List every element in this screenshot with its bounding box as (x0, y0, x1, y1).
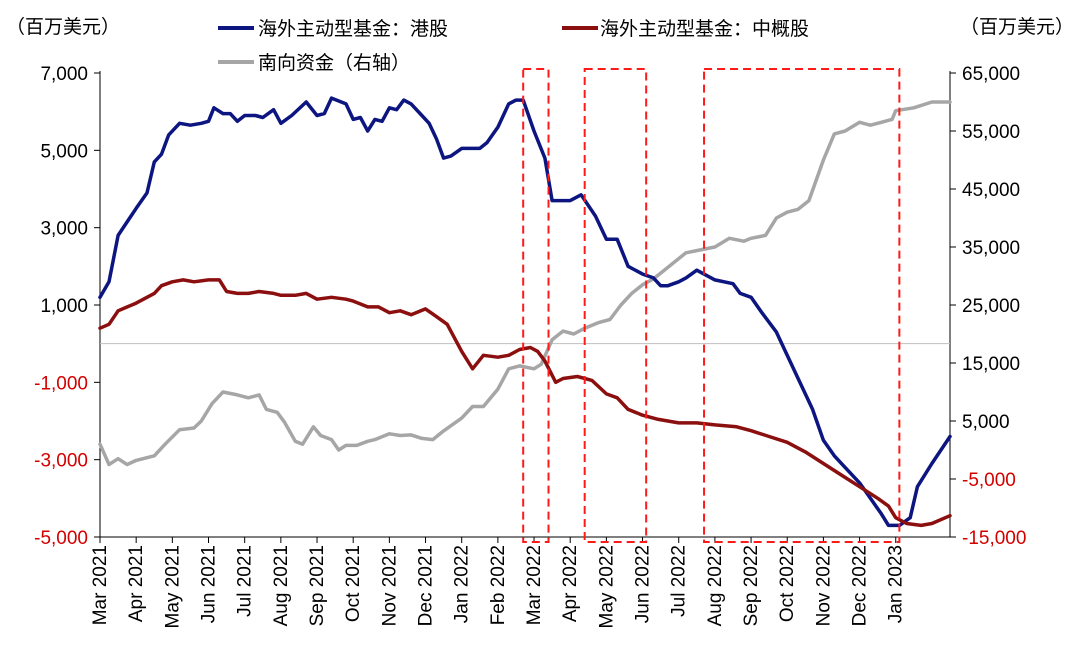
series-line-china-concept (98, 278, 952, 528)
x-tick-label: Apr 2022 (560, 545, 581, 622)
axes (99, 71, 951, 538)
right-tick-label: 65,000 (962, 64, 1020, 85)
x-tick-label: Mar 2022 (524, 545, 545, 625)
highlight-boxes (522, 68, 901, 543)
x-tick-label: Apr 2021 (126, 545, 147, 622)
x-tick-label: Jun 2021 (199, 545, 220, 623)
right-tick-label: 55,000 (962, 122, 1020, 143)
legend-label-china-concept: 海外主动型基金：中概股 (600, 18, 809, 40)
right-axis-ticks: 65,000 55,000 45,000 35,000 25,000 15,000 5,00… (950, 64, 1026, 549)
x-tick-label: Nov 2022 (813, 545, 834, 626)
legend: 海外主动型基金：港股 海外主动型基金：中概股 南向资金（右轴） (218, 18, 809, 74)
x-axis-ticks: Mar 2021 Apr 2021 May 2021 Jun 2021 Jul 2021… (90, 537, 907, 628)
left-tick-label: 7,000 (40, 64, 88, 85)
legend-label-southbound: 南向资金（右轴） (258, 52, 410, 74)
x-tick-label: Jan 2022 (452, 545, 473, 623)
right-tick-label: 25,000 (962, 296, 1020, 317)
highlight-box-1 (522, 68, 550, 543)
x-tick-label: Nov 2021 (379, 545, 400, 626)
right-tick-label: -15,000 (962, 528, 1026, 549)
x-tick-label: May 2021 (162, 545, 183, 628)
x-tick-label: Dec 2022 (850, 545, 871, 626)
series-lines (98, 96, 952, 528)
x-tick-label: Mar 2021 (90, 545, 111, 625)
x-tick-label: Oct 2021 (343, 545, 364, 622)
series-line-hk-stocks (98, 96, 952, 528)
left-tick-label: 5,000 (40, 141, 88, 162)
left-tick-label: -3,000 (34, 451, 88, 472)
x-tick-label: Oct 2022 (777, 545, 798, 622)
x-tick-label: May 2022 (596, 545, 617, 628)
x-tick-label: Jul 2021 (235, 545, 256, 617)
right-tick-label: 35,000 (962, 238, 1020, 259)
right-axis-unit: （百万美元） (960, 16, 1074, 38)
right-tick-label: 5,000 (962, 412, 1010, 433)
highlight-box-2 (583, 68, 648, 543)
right-tick-label: 45,000 (962, 180, 1020, 201)
x-tick-label: Feb 2022 (488, 545, 509, 625)
left-axis-unit: （百万美元） (6, 16, 120, 38)
x-tick-label: Dec 2021 (416, 545, 437, 626)
left-tick-label: -5,000 (34, 528, 88, 549)
x-tick-label: Aug 2022 (705, 545, 726, 626)
right-tick-label: 15,000 (962, 354, 1020, 375)
x-tick-label: Jul 2022 (669, 545, 690, 617)
x-tick-label: Jan 2023 (886, 545, 907, 623)
left-tick-label: 3,000 (40, 219, 88, 240)
right-tick-label: -5,000 (962, 470, 1016, 491)
x-tick-label: Sep 2022 (741, 545, 762, 626)
x-tick-label: Jun 2022 (633, 545, 654, 623)
left-tick-label: 1,000 (40, 296, 88, 317)
x-tick-label: Aug 2021 (271, 545, 292, 626)
series-line-southbound (98, 100, 952, 467)
left-tick-label: -1,000 (34, 373, 88, 394)
x-tick-label: Sep 2021 (307, 545, 328, 626)
left-axis-ticks: 7,000 5,000 3,000 1,000 -1,000 -3,000 -5,000 (34, 64, 100, 549)
highlight-box-3 (703, 68, 901, 543)
legend-label-hk: 海外主动型基金：港股 (258, 18, 448, 40)
